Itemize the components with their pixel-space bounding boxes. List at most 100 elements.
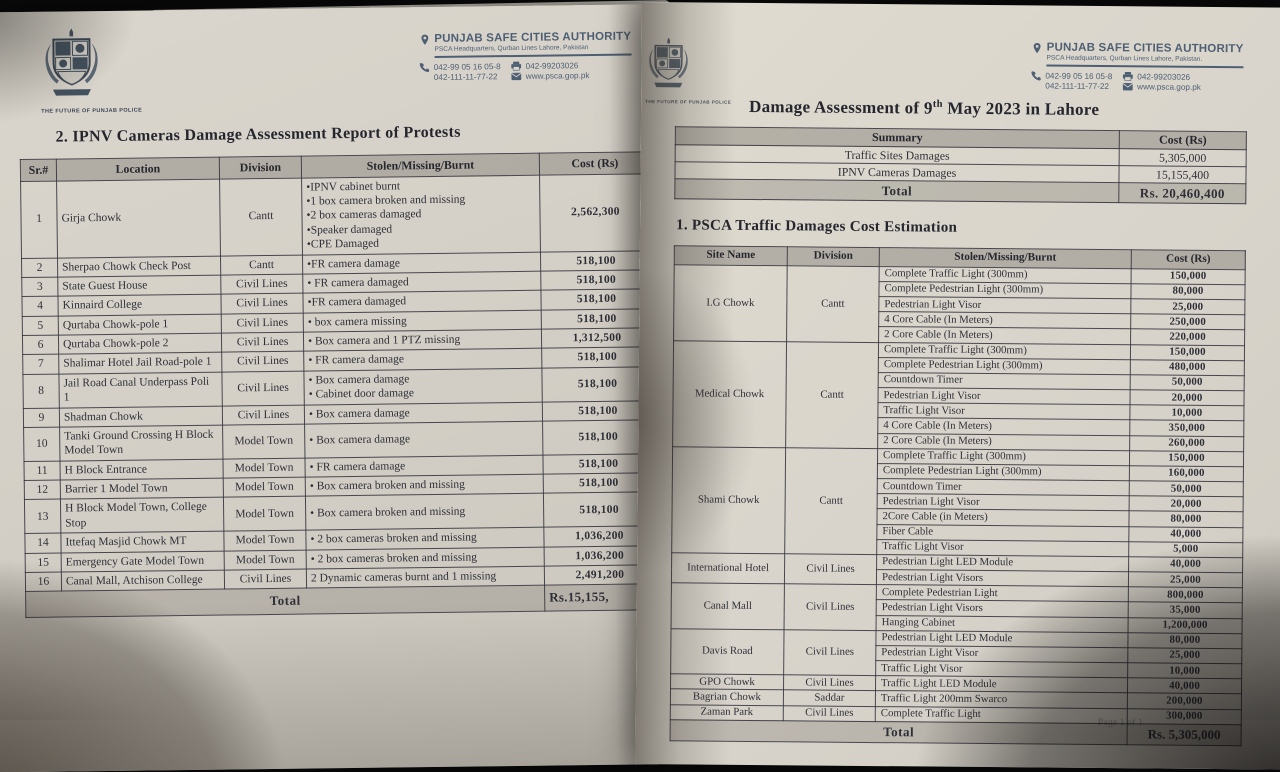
cell-cost: 518,100 bbox=[540, 250, 652, 272]
cell-division: Civil Lines bbox=[220, 274, 303, 295]
fax-number: 042-99203026 bbox=[525, 60, 579, 71]
cell-division: Saddar bbox=[783, 690, 876, 707]
cell-cost: 260,000 bbox=[1129, 435, 1244, 452]
cell-cost: 160,000 bbox=[1129, 465, 1244, 482]
cell-division: Civil Lines bbox=[224, 569, 307, 590]
title-text: Damage Assessment of 9 bbox=[749, 96, 933, 118]
summary-cost: 15,155,400 bbox=[1118, 165, 1247, 184]
cell-site-name: Bagrian Chowk bbox=[670, 689, 784, 706]
location-pin-icon bbox=[421, 34, 429, 45]
cell-cost: 10,000 bbox=[1129, 404, 1244, 422]
cell-cost: 518,100 bbox=[541, 347, 653, 369]
cell-location: H Block Model Town, College Stop bbox=[60, 497, 224, 534]
column-header: Sr.# bbox=[20, 159, 57, 182]
column-header: Division bbox=[787, 246, 880, 267]
fax-icon bbox=[1122, 71, 1133, 81]
cell-location: Ittefaq Masjid Chowk MT bbox=[60, 531, 225, 553]
left-page-title: 2. IPNV Cameras Damage Assessment Report… bbox=[55, 123, 461, 146]
cell-location: H Block Entrance bbox=[59, 458, 224, 481]
cell-location: Emergency Gate Model Town bbox=[61, 550, 225, 573]
cell-division: Civil Lines bbox=[221, 332, 304, 353]
cell-cost: 150,000 bbox=[1131, 268, 1246, 285]
cell-site-name: Shami Chowk bbox=[671, 446, 786, 554]
cell-division: Cantt bbox=[220, 254, 303, 276]
page-number: Page 1 of 1 bbox=[1097, 717, 1144, 729]
cell-division: Cantt bbox=[786, 265, 880, 343]
cell-cost: 518,100 bbox=[540, 289, 653, 310]
traffic-damage-table: Site Name Division Stolen/Missing/Burnt Cos… bbox=[670, 245, 1246, 746]
cell-site-name: Canal Mall bbox=[671, 583, 785, 630]
cell-cost: 350,000 bbox=[1129, 420, 1244, 437]
cell-division: Civil Lines bbox=[221, 370, 305, 406]
phone-icon bbox=[1031, 71, 1041, 81]
cell-division: Model Town bbox=[223, 496, 306, 532]
cell-site-name: GPO Chowk bbox=[670, 674, 784, 691]
cell-serial: 7 bbox=[22, 354, 59, 375]
damage-item: •CPE Damaged bbox=[306, 237, 379, 251]
cell-cost: 25,000 bbox=[1127, 647, 1242, 664]
phone-number-1: 042-99 05 16 05-8 bbox=[433, 61, 501, 72]
title-text: May 2023 in Lahore bbox=[942, 98, 1100, 119]
damage-item: • Cabinet door damage bbox=[308, 387, 415, 401]
cell-site-name: Medical Chowk bbox=[672, 340, 787, 448]
cell-cost: 200,000 bbox=[1127, 693, 1242, 710]
cell-damage-items: •IPNV cabinet burnt •1 box camera broken … bbox=[301, 174, 541, 255]
cell-division: Civil Lines bbox=[783, 705, 876, 722]
cell-site-name: Davis Road bbox=[670, 628, 785, 676]
damage-item: • Box camera damage bbox=[308, 406, 410, 421]
damage-item: • FR camera damaged bbox=[307, 276, 409, 290]
damage-item: 2 Dynamic cameras burnt and 1 missing bbox=[310, 570, 497, 585]
cell-cost: 50,000 bbox=[1130, 374, 1245, 391]
cell-serial: 1 bbox=[20, 180, 58, 259]
cell-location: Girja Chowk bbox=[56, 178, 221, 258]
cell-serial: 13 bbox=[24, 499, 61, 534]
summary-table: Summary Cost (Rs) Traffic Sites Damages … bbox=[674, 126, 1247, 204]
cell-serial: 12 bbox=[24, 480, 61, 500]
cell-division: Model Town bbox=[222, 424, 305, 459]
cell-serial: 14 bbox=[24, 533, 62, 554]
logo-tagline: THE FUTURE OF PUNJAB POLICE bbox=[645, 99, 732, 105]
cell-cost: 250,000 bbox=[1130, 313, 1245, 331]
psca-crest-icon bbox=[649, 37, 688, 88]
cell-cost: 25,000 bbox=[1128, 571, 1243, 589]
column-header: Site Name bbox=[674, 245, 788, 266]
cell-division: Civil Lines bbox=[784, 553, 877, 585]
cell-location: Tanki Ground Crossing H Block Model Town bbox=[59, 425, 223, 461]
cell-division: Civil Lines bbox=[221, 312, 304, 334]
org-address: PSCA Headquarters, Qurban Lines Lahore, … bbox=[434, 43, 632, 58]
cell-division: Civil Lines bbox=[784, 584, 877, 631]
location-pin-icon bbox=[1033, 42, 1041, 54]
total-label: Total bbox=[25, 585, 545, 618]
cell-location: Qurtaba Chowk-pole 2 bbox=[58, 333, 222, 355]
cell-serial: 15 bbox=[25, 552, 62, 573]
cell-cost: 40,000 bbox=[1128, 526, 1243, 543]
cell-location: Barrier 1 Model Town bbox=[60, 478, 224, 500]
phone-number-2: 042-111-11-77-22 bbox=[433, 72, 498, 82]
damage-item: •FR camera damaged bbox=[307, 295, 407, 309]
phone-number-2: 042-111-11-77-22 bbox=[1045, 81, 1110, 92]
cell-site-name: Zaman Park bbox=[670, 704, 784, 721]
cell-serial: 8 bbox=[22, 373, 60, 409]
fax-number: 042-99203026 bbox=[1137, 71, 1191, 82]
cell-cost: 518,100 bbox=[541, 366, 654, 402]
website-icon bbox=[511, 72, 522, 81]
table-row: 1 Girja Chowk Cantt •IPNV cabinet burnt •1 b… bbox=[20, 173, 652, 259]
damage-item: • 2 box cameras broken and missing bbox=[310, 551, 478, 566]
cell-serial: 2 bbox=[21, 257, 58, 278]
damage-item: • Box camera damage bbox=[309, 433, 411, 447]
cell-division: Cantt bbox=[219, 177, 303, 256]
total-label: Total bbox=[674, 178, 1119, 203]
cell-cost: 20,000 bbox=[1129, 496, 1244, 513]
cell-division: Cantt bbox=[785, 341, 879, 449]
column-header: Location bbox=[56, 157, 220, 181]
cell-cost: 50,000 bbox=[1129, 480, 1244, 497]
phone-number-1: 042-99 05 16 05-8 bbox=[1045, 71, 1113, 81]
table-total-row: Total Rs. 5,305,000 bbox=[670, 719, 1242, 746]
psca-logo: THE FUTURE OF PUNJAB POLICE bbox=[40, 27, 142, 115]
cell-cost: 80,000 bbox=[1127, 632, 1243, 649]
contact-block: PUNJAB SAFE CITIES AUTHORITY PSCA Headqu… bbox=[1031, 41, 1261, 92]
cell-cost: 80,000 bbox=[1130, 283, 1246, 300]
cell-location: Qurtaba Chowk-pole 1 bbox=[58, 313, 222, 336]
cell-division: Civil Lines bbox=[222, 404, 305, 426]
cell-cost: 35,000 bbox=[1128, 602, 1243, 619]
